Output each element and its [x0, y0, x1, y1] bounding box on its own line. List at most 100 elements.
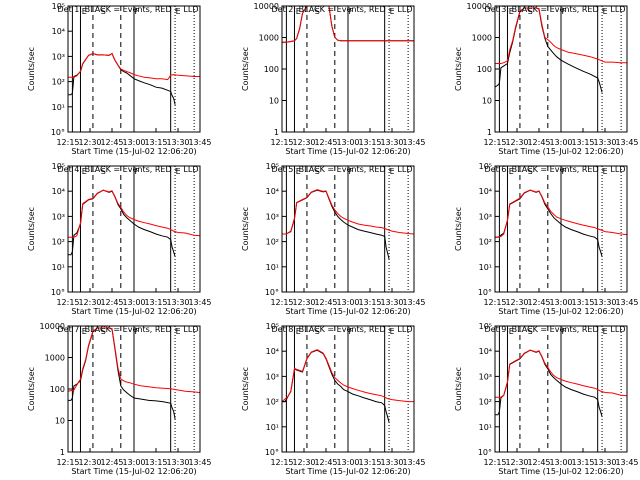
y-tick-label: 1000	[45, 354, 65, 363]
y-tick-label: 1	[487, 128, 492, 137]
panel-title: Det 7: BLACK = Events, RED = LLD	[58, 325, 199, 334]
y-tick-label: 10°	[265, 288, 279, 297]
x-axis-label: Start Time (15-Jul-02 12:06:20)	[71, 467, 196, 476]
x-tick-label: 12:15	[483, 138, 506, 147]
x-tick-label: 13:00	[336, 298, 359, 307]
series-lld	[282, 5, 414, 43]
series-lld	[68, 52, 200, 81]
y-axis-label: Counts/sec	[454, 207, 463, 251]
panel-title: Det 9: BLACK = Events, RED = LLD	[485, 325, 626, 334]
marker-label: F	[135, 167, 140, 176]
marker-label: L	[176, 167, 181, 176]
series-lld	[67, 327, 201, 394]
x-tick-label: 13:15	[571, 298, 594, 307]
y-tick-label: 10¹	[479, 263, 492, 272]
series-events	[282, 349, 390, 423]
x-tick-label: 12:45	[527, 138, 550, 147]
x-tick-label: 12:15	[56, 298, 79, 307]
y-tick-label: 10⁴	[52, 27, 65, 36]
x-tick-label: 12:15	[483, 458, 506, 467]
x-tick-label: 12:30	[505, 138, 528, 147]
x-tick-label: 12:45	[314, 138, 337, 147]
x-tick-label: 12:45	[100, 458, 123, 467]
series-lld	[495, 349, 628, 398]
x-tick-label: 12:45	[314, 458, 337, 467]
marker-label: S	[101, 7, 106, 16]
x-axis-label: Start Time (15-Jul-02 12:06:20)	[285, 307, 410, 316]
x-tick-label: 13:30	[593, 298, 616, 307]
y-tick-label: 10²	[266, 238, 279, 247]
y-axis-label: Counts/sec	[27, 367, 36, 411]
y-tick-label: 10000	[467, 2, 492, 11]
marker-label: E	[509, 327, 514, 336]
marker-label: S	[315, 7, 320, 16]
series-events	[68, 327, 176, 420]
x-tick-label: 12:15	[270, 138, 293, 147]
x-tick-label: 13:15	[571, 458, 594, 467]
marker-label: E	[509, 7, 514, 16]
marker-label: F	[135, 327, 140, 336]
panel-title: Det 6: BLACK = Events, RED = LLD	[485, 165, 626, 174]
x-tick-label: 12:45	[527, 298, 550, 307]
x-tick-label: 13:45	[402, 138, 425, 147]
y-tick-label: 10³	[479, 372, 492, 381]
y-tick-label: 10³	[266, 212, 279, 221]
x-tick-label: 12:30	[505, 298, 528, 307]
y-tick-label: 100	[477, 65, 492, 74]
x-tick-label: 13:00	[336, 458, 359, 467]
marker-label: S	[101, 167, 106, 176]
x-tick-label: 12:30	[78, 298, 101, 307]
x-tick-label: 13:45	[615, 298, 638, 307]
x-tick-label: 12:15	[56, 138, 79, 147]
x-tick-label: 13:30	[380, 458, 403, 467]
marker-label: S	[101, 327, 106, 336]
marker-label: F	[349, 167, 354, 176]
y-tick-label: 10°	[478, 448, 492, 457]
y-tick-label: 10²	[479, 238, 492, 247]
y-tick-label: 10°	[478, 288, 492, 297]
y-tick-label: 10	[55, 417, 65, 426]
x-axis-label: Start Time (15-Jul-02 12:06:20)	[498, 467, 623, 476]
x-tick-label: 12:30	[78, 138, 101, 147]
x-tick-label: 12:30	[78, 458, 101, 467]
y-tick-label: 10⁵	[52, 162, 65, 171]
marker-label: F	[562, 167, 567, 176]
y-axis-label: Counts/sec	[241, 207, 250, 251]
series-lld	[495, 7, 627, 64]
series-events	[495, 189, 603, 257]
x-tick-label: 13:00	[122, 138, 145, 147]
x-axis-label: Start Time (15-Jul-02 12:06:20)	[71, 147, 196, 156]
y-tick-label: 10⁴	[479, 187, 492, 196]
marker-label: S	[528, 7, 533, 16]
x-tick-label: 13:00	[549, 458, 572, 467]
series-events	[495, 349, 603, 417]
x-tick-label: 12:15	[270, 298, 293, 307]
series-events	[282, 189, 390, 260]
y-tick-label: 10⁴	[266, 187, 279, 196]
series-events	[494, 7, 603, 93]
y-tick-label: 10⁵	[52, 2, 65, 11]
y-tick-label: 1000	[259, 34, 279, 43]
y-axis-label: Counts/sec	[241, 47, 250, 91]
y-tick-label: 10000	[40, 322, 65, 331]
x-axis-label: Start Time (15-Jul-02 12:06:20)	[285, 467, 410, 476]
x-axis-label: Start Time (15-Jul-02 12:06:20)	[498, 147, 623, 156]
x-tick-label: 12:15	[270, 458, 293, 467]
marker-label: F	[562, 7, 567, 16]
y-tick-label: 10⁵	[266, 162, 279, 171]
marker-label: E	[296, 327, 301, 336]
x-tick-label: 13:30	[380, 298, 403, 307]
y-axis-label: Counts/sec	[241, 367, 250, 411]
marker-label: L	[603, 327, 608, 336]
panel-title: Det 8: BLACK = Events, RED = LLD	[272, 325, 413, 334]
x-tick-label: 13:15	[571, 138, 594, 147]
panel-title: Det 5: BLACK = Events, RED = LLD	[272, 165, 413, 174]
y-tick-label: 1	[274, 128, 279, 137]
x-tick-label: 13:45	[615, 138, 638, 147]
y-tick-label: 10°	[265, 448, 279, 457]
x-tick-label: 13:00	[549, 138, 572, 147]
marker-label: L	[176, 327, 181, 336]
y-tick-label: 100	[264, 65, 279, 74]
x-axis-label: Start Time (15-Jul-02 12:06:20)	[285, 147, 410, 156]
